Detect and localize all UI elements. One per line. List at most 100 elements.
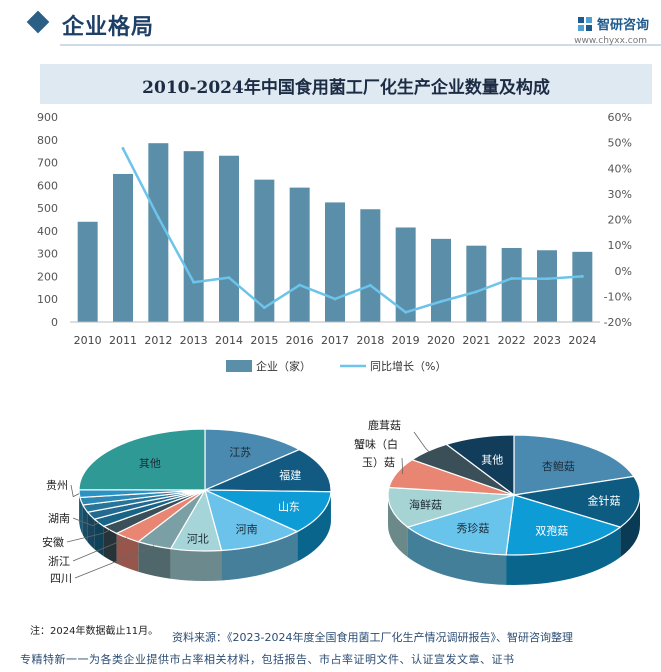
header-divider — [60, 44, 661, 46]
y-left-tick-label: 400 — [37, 225, 58, 238]
pie-label: 其他 — [481, 453, 503, 466]
pie-slice — [204, 488, 299, 552]
pie-side — [82, 504, 88, 543]
combo-chart: 0 100 200 300 400 500 600 700 800 900 -20% -10% 0% 10… — [37, 111, 632, 373]
pie-label: 安徽 — [42, 535, 64, 549]
line-point — [227, 276, 231, 280]
x-tick-label: 2010 — [74, 334, 102, 347]
pie-label: 金针菇 — [588, 493, 621, 507]
x-tick-label: 2021 — [462, 334, 490, 347]
x-tick-label: 2017 — [321, 334, 349, 347]
y-left-tick-label: 800 — [37, 134, 58, 147]
pie-label: 双孢菇 — [535, 523, 568, 537]
brand-logo: 智研咨询 — [577, 14, 649, 33]
pie-slice — [78, 428, 206, 491]
pie-side — [620, 495, 640, 558]
bar — [325, 202, 345, 322]
chart-title-bar: 2010-2024年中国食用菌工厂化生产企业数量及构成 — [40, 64, 652, 104]
y-left-tick-label: 300 — [37, 248, 58, 261]
pie-leader-line — [70, 484, 80, 498]
y-left-tick-label: 200 — [37, 270, 58, 283]
pie-label: 河北 — [187, 533, 209, 546]
pie-side — [170, 548, 222, 581]
bar — [501, 247, 522, 322]
pie-side — [79, 497, 83, 535]
pie-slice — [406, 494, 515, 556]
pie-leader-line — [72, 517, 99, 527]
pie-leader-line — [72, 537, 128, 562]
pie-slice — [204, 489, 332, 533]
pie-slice — [513, 434, 635, 496]
line-point — [192, 280, 196, 284]
chart-title: 2010-2024年中国食用菌工厂化生产企业数量及构成 — [142, 78, 550, 98]
footer-text: 专精特新一一为各类企业提供市占率相关材料，包括报告、市占率证明文件、认证宣发文章… — [20, 653, 515, 666]
y-right-tick-label: 30% — [608, 188, 632, 201]
pie-label: 海鲜菇 — [409, 497, 442, 511]
page-header: 企业格局 智研咨询 www.chyxx.com — [0, 0, 661, 50]
pie-label: 浙江 — [48, 555, 70, 568]
y-right-tick-label: 0% — [615, 265, 632, 278]
y-left-tick-label: 700 — [37, 157, 58, 170]
line-point — [298, 283, 302, 287]
pie-side — [138, 541, 171, 579]
pie-slice — [445, 434, 515, 497]
section-title: 企业格局 — [62, 15, 155, 40]
y-right-tick-label: 50% — [608, 137, 632, 150]
pie-slice — [387, 486, 515, 528]
legend-line-label: 同比增长（%） — [370, 359, 446, 373]
pie-leader-line — [74, 545, 155, 579]
y-left-tick-label: 100 — [37, 293, 58, 306]
bar — [466, 245, 487, 322]
legend-bar-swatch — [226, 360, 252, 372]
pie-label: 山东 — [278, 501, 300, 514]
bar — [572, 251, 593, 322]
y-right-tick-label: -20% — [604, 316, 632, 329]
bar — [395, 227, 416, 322]
line-point — [368, 283, 372, 287]
y-right-tick-label: -10% — [604, 290, 632, 303]
pie-slice — [505, 494, 622, 556]
pie-leader-line — [413, 431, 430, 453]
x-tick-label: 2019 — [392, 334, 420, 347]
pie-slice — [513, 475, 641, 528]
pie-side — [79, 490, 80, 528]
source-text: 资料来源：《2023-2024年度全国食用菌工厂化生产情况调研报告》、智研咨询整… — [172, 631, 573, 644]
bar — [77, 221, 98, 322]
y-right-tick-label: 10% — [608, 239, 632, 252]
bar — [148, 143, 169, 322]
y-right-tick-label: 40% — [608, 162, 632, 175]
pie-label: 鹿茸菇 — [368, 418, 401, 432]
y-left-tick-label: 600 — [37, 179, 58, 192]
footnote: 注：2024年数据截止11月。 — [30, 626, 159, 637]
growth-line — [121, 147, 583, 314]
y-left-tick-label: 0 — [51, 316, 58, 329]
line-point — [474, 290, 478, 294]
pie-side — [94, 519, 104, 557]
pie-side — [388, 495, 408, 558]
pie-side — [221, 531, 298, 581]
line-point — [333, 297, 337, 301]
logo-icon — [577, 16, 592, 31]
pie-side — [407, 527, 507, 585]
line-point — [156, 215, 160, 219]
line-point — [545, 277, 549, 281]
pie-leader-line — [401, 457, 404, 475]
pie-side — [506, 527, 621, 585]
y-left-tick-label: 900 — [37, 111, 58, 124]
line-point — [439, 300, 443, 303]
x-tick-label: 2016 — [286, 334, 314, 347]
pie-label: 秀珍菇 — [456, 521, 489, 535]
pie-label: 福建 — [279, 468, 301, 482]
pie-label: 湖南 — [48, 512, 70, 525]
x-tick-label: 2011 — [109, 334, 137, 347]
y-right-tick-label: 60% — [608, 111, 632, 124]
pie-label: 江苏 — [229, 446, 251, 459]
pie-label: 贵州 — [46, 479, 68, 492]
pie-label: 杏鲍菇 — [542, 459, 575, 473]
pie-label: 四川 — [50, 572, 72, 585]
legend-bar-label: 企业（家） — [256, 359, 311, 373]
y-right-tick-label: 20% — [608, 214, 632, 227]
x-tick-label: 2018 — [356, 334, 384, 347]
